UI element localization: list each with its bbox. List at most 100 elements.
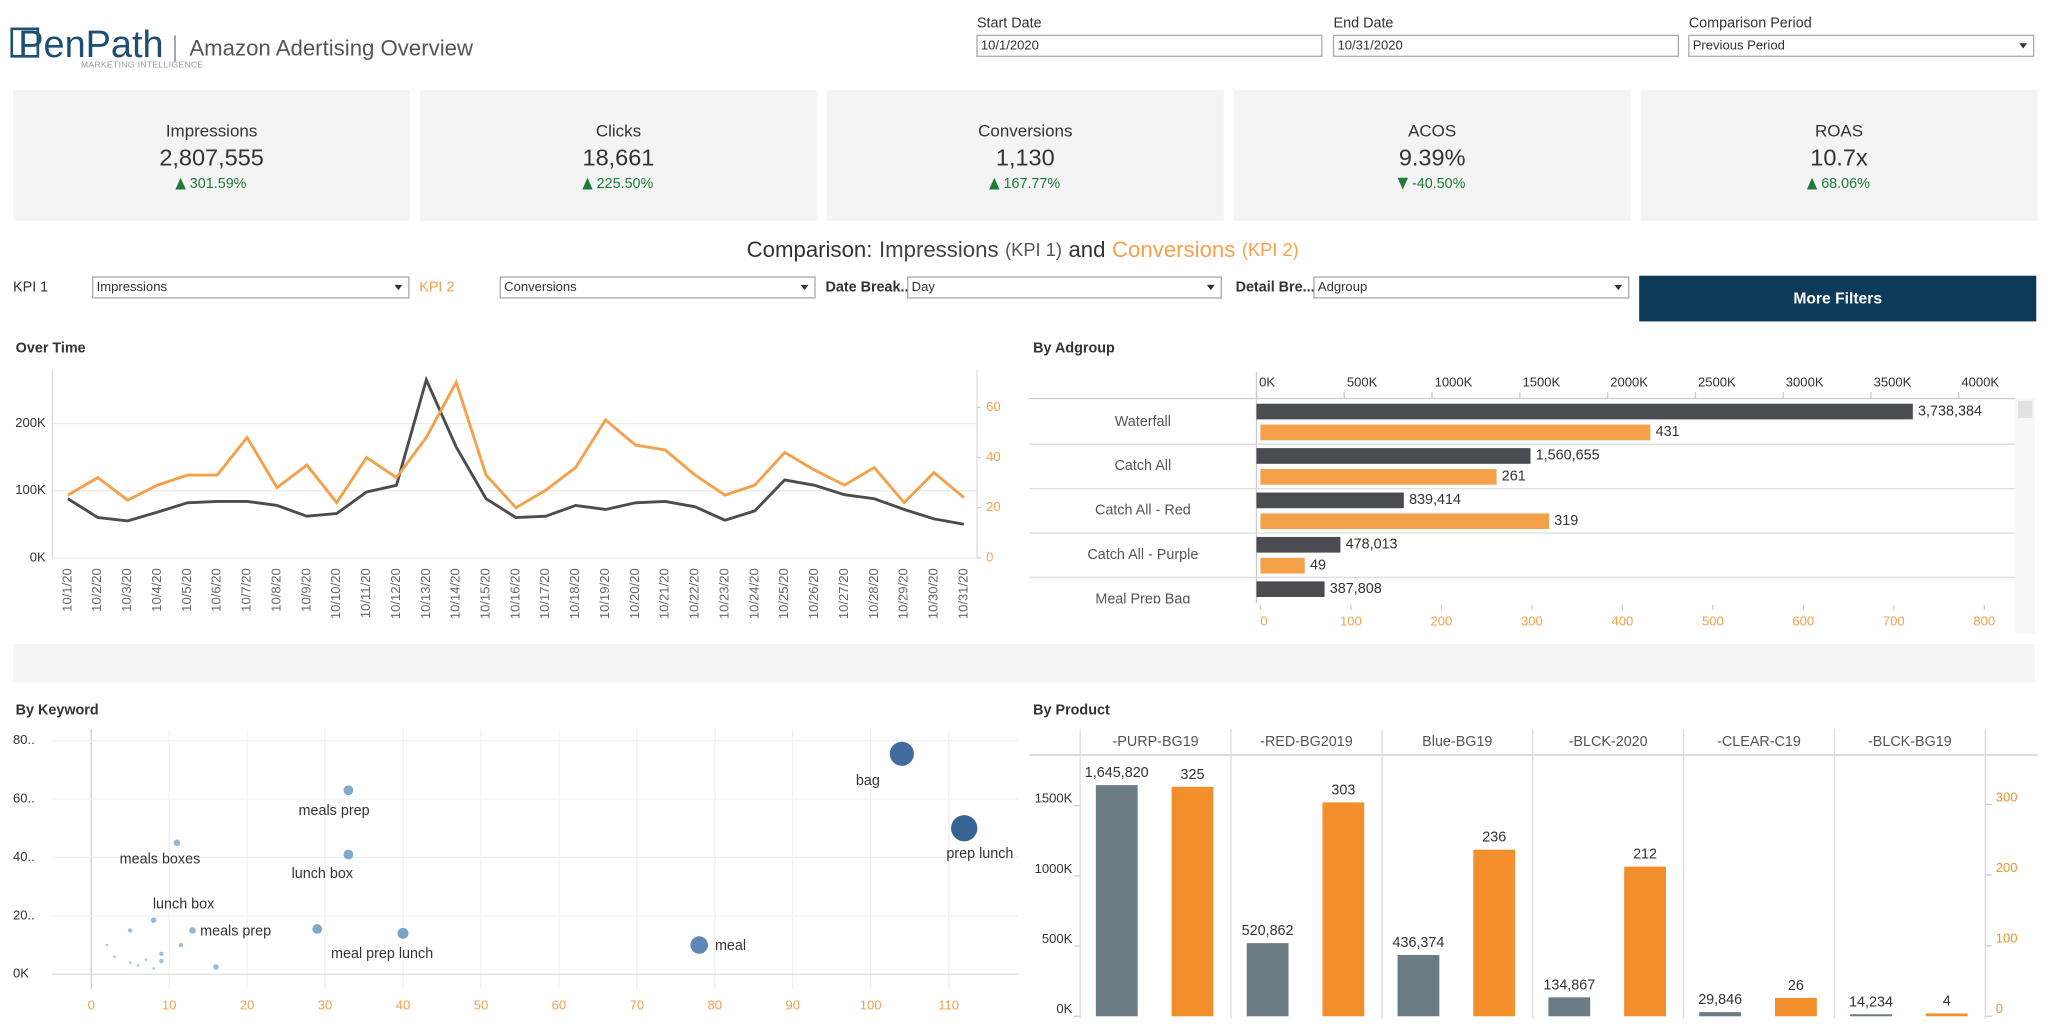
control-value[interactable]: Conversions (504, 279, 577, 294)
more-filters-label[interactable]: More Filters (1793, 290, 1882, 307)
x-tick-label: 10/14/20 (448, 568, 463, 619)
bar (1397, 954, 1440, 1017)
bar (1171, 786, 1214, 1017)
y-tick-label: 40.. (13, 849, 35, 864)
scatter-point[interactable] (128, 961, 132, 964)
value-label: 134,867 (1543, 977, 1595, 993)
scatter-point[interactable] (312, 924, 323, 934)
x-tick-label: 70 (630, 997, 645, 1012)
filter-value[interactable]: 10/1/2020 (981, 37, 1039, 52)
control-value[interactable]: Day (912, 279, 936, 294)
chart-title: Over Time (16, 341, 86, 357)
kpi-value: 9.39% (1399, 145, 1466, 171)
x-tick-label: 10/19/20 (597, 568, 612, 619)
bar (1256, 403, 1913, 420)
x-tick-label: 0 (88, 997, 95, 1012)
x-tick-label: 110 (938, 997, 959, 1012)
scatter-point[interactable] (144, 958, 148, 961)
scatter-point[interactable] (127, 928, 133, 933)
control-label: Detail Bre... (1236, 279, 1315, 295)
x-tick-label: 10/12/20 (388, 568, 403, 619)
scatter-point[interactable] (105, 943, 109, 947)
filter-box[interactable] (976, 34, 1323, 57)
scatter-point[interactable] (152, 967, 155, 970)
bar (1548, 997, 1591, 1017)
comparison-kpi2-tag: (KPI 2) (1242, 239, 1299, 260)
y2-tick-label: 0 (1996, 1001, 2003, 1016)
y-tick-label: 60.. (13, 790, 35, 805)
scrollbar[interactable] (2015, 398, 2035, 634)
scatter-point[interactable] (150, 917, 157, 923)
scatter-point[interactable] (113, 955, 116, 959)
filter-value[interactable]: Previous Period (1693, 37, 1785, 52)
scatter-point[interactable] (397, 927, 409, 939)
scrollbar-thumb[interactable] (2017, 401, 2033, 419)
scatter-point[interactable] (951, 815, 978, 842)
x-tick-label: 10/16/20 (507, 568, 522, 619)
scatter-point[interactable] (343, 849, 354, 860)
bar (1624, 866, 1666, 1017)
page-title: Amazon Adertising Overview (189, 36, 474, 61)
scatter-point[interactable] (178, 942, 184, 948)
filter-box[interactable] (1688, 34, 2035, 57)
scatter-point[interactable] (159, 951, 164, 957)
scatter-point[interactable] (213, 964, 219, 970)
x-tick-label: 10/10/20 (328, 568, 343, 619)
x-tick-label: 100 (860, 997, 882, 1012)
dropdown-arrow[interactable] (800, 284, 809, 291)
x-tick-label: 10/2/20 (89, 568, 104, 612)
x-tick-label: 1000K (1435, 374, 1473, 389)
dropdown-arrow[interactable] (1614, 284, 1623, 291)
x-tick-label: 0K (1259, 374, 1275, 389)
kpi-label: Clicks (596, 122, 641, 141)
x-tick-label: 4000K (1961, 374, 1999, 389)
control-box[interactable] (92, 276, 410, 299)
x-tick-label: 10/21/20 (657, 568, 672, 619)
control-box[interactable] (907, 276, 1222, 299)
value-label: 387,808 (1330, 581, 1382, 597)
value-label: 319 (1554, 513, 1578, 529)
scatter-point[interactable] (690, 936, 708, 954)
control-value[interactable]: Impressions (97, 279, 168, 294)
control-box[interactable] (499, 276, 816, 299)
x-tick-label: 10/31/20 (955, 568, 970, 619)
scatter-point[interactable] (189, 927, 196, 934)
y-tick-label: 0K (1056, 1001, 1072, 1016)
chart-title: By Adgroup (1033, 341, 1115, 357)
x-tick-label: 3500K (1874, 374, 1912, 389)
dropdown-arrow[interactable] (1206, 284, 1215, 291)
kpi-change: 68.06% (1821, 176, 1870, 192)
kpi-change-arrow (1806, 177, 1818, 190)
kpi-label: ACOS (1408, 122, 1456, 141)
x-tick-label: 90 (785, 997, 800, 1012)
x-tick-label: 10/20/20 (627, 568, 642, 619)
scatter-point[interactable] (136, 964, 140, 967)
category-label: Catch All (1115, 458, 1172, 474)
logo: PenPath (18, 24, 163, 66)
x-tick-label: 10/6/20 (209, 568, 224, 612)
x2-tick-label: 700 (1883, 613, 1905, 628)
line-series (67, 378, 965, 510)
y2-tick-label: 200 (1996, 860, 2018, 875)
filter-value[interactable]: 10/31/2020 (1337, 37, 1402, 52)
control-value[interactable]: Adgroup (1318, 279, 1367, 294)
dropdown-arrow[interactable] (394, 284, 403, 291)
kpi-value: 18,661 (583, 145, 655, 171)
control-label: Date Break... (825, 279, 912, 295)
category-label: -CLEAR-C19 (1717, 734, 1801, 750)
x2-tick-label: 0 (1260, 613, 1267, 628)
scatter-point[interactable] (343, 785, 354, 796)
y2-tick-label: 0 (986, 549, 993, 564)
x-tick-label: 10/9/20 (298, 568, 313, 612)
scatter-point[interactable] (889, 741, 914, 766)
kpi-change-arrow (1397, 177, 1409, 190)
filter-box[interactable] (1332, 34, 1680, 57)
control-box[interactable] (1313, 276, 1630, 299)
scatter-point[interactable] (173, 839, 181, 847)
x-tick-label: 10/25/20 (776, 568, 791, 619)
x-tick-label: 10/15/20 (478, 568, 493, 619)
scatter-point[interactable] (159, 958, 164, 964)
dropdown-arrow[interactable] (2019, 43, 2028, 49)
more-filters-button[interactable] (1639, 275, 2037, 322)
y-tick-label: 1500K (1035, 791, 1073, 806)
